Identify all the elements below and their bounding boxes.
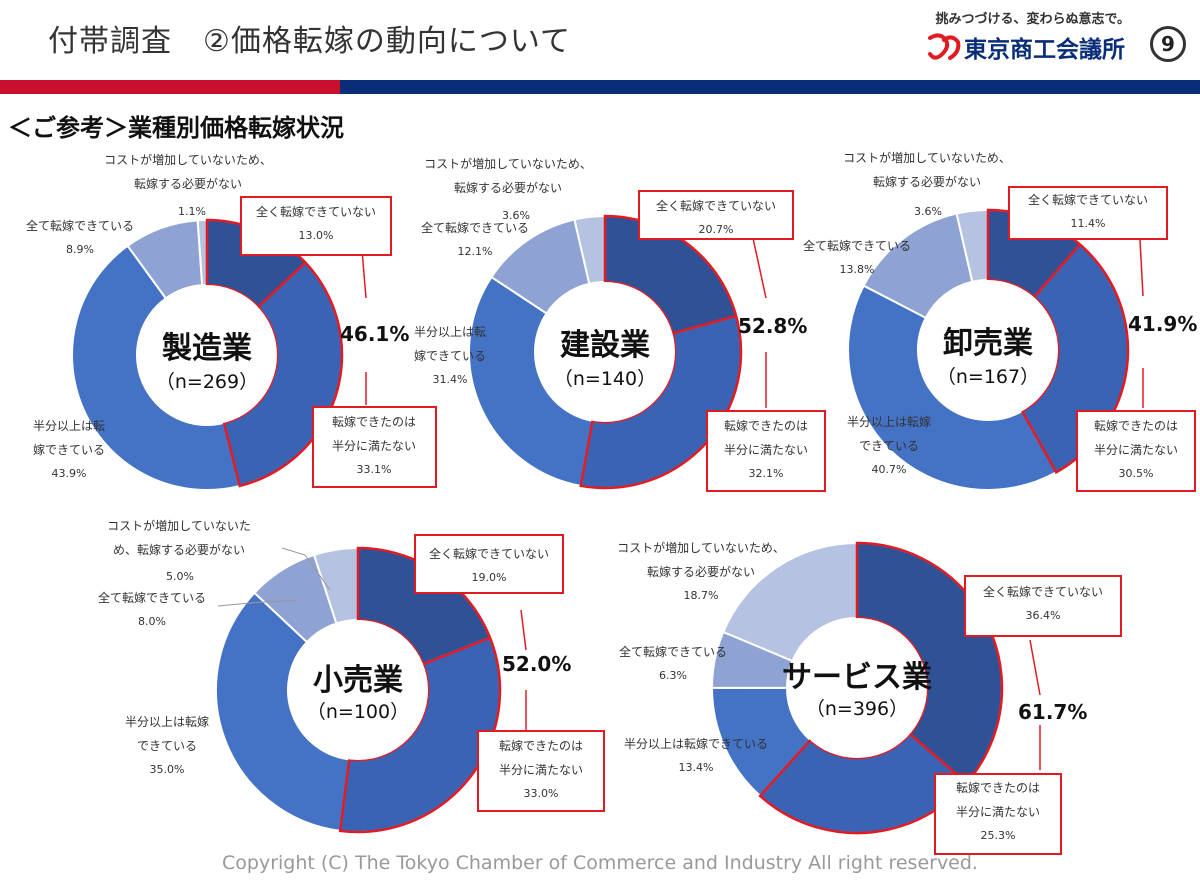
donut-hole: [288, 620, 428, 760]
highlight-box: [638, 190, 794, 240]
donut-chart-construction: 建設業 （n=140）: [468, 214, 743, 490]
data-label: 全て転嫁できている 12.1%: [420, 221, 529, 258]
highlight-box: [414, 534, 564, 594]
total-label: 61.7%: [1018, 700, 1088, 724]
highlight-box: [240, 196, 392, 256]
data-label: 3.6%: [914, 205, 942, 218]
logo-mark-icon: [928, 33, 961, 60]
tcci-logo: 東京商工会議所: [928, 33, 1125, 63]
data-label: 半分以上は転嫁 できている 40.7%: [846, 415, 931, 476]
data-label: 3.6%: [502, 209, 530, 222]
total-label: 52.0%: [502, 652, 572, 676]
leader-line: [1029, 639, 1041, 696]
data-label: コストが増加していないため、転嫁する必要がない: [424, 157, 592, 195]
highlight-box: [934, 773, 1062, 855]
data-label: 転嫁できたのは 半分に満たない 33.0%: [498, 739, 583, 800]
center-n: （n=100）: [307, 701, 409, 723]
data-label: 転嫁できたのは 半分に満たない 33.1%: [331, 415, 416, 476]
data-label: 全く転嫁できていない 11.4%: [1027, 193, 1148, 230]
data-label: 半分以上は転嫁 できている 35.0%: [124, 715, 209, 776]
data-label: 転嫁できたのは 半分に満たない 32.1%: [723, 419, 808, 480]
data-label: 全て転嫁できている 8.0%: [97, 591, 206, 628]
copyright: Copyright (C) The Tokyo Chamber of Comme…: [222, 852, 978, 874]
data-label: コストが増加していないため、転嫁する必要がない: [843, 151, 1011, 189]
page-number: 9: [1150, 26, 1186, 62]
data-label: 全く転嫁できていない 19.0%: [428, 547, 549, 584]
highlight-box: [964, 575, 1122, 637]
data-label: 転嫁できたのは 半分に満たない 30.5%: [1093, 419, 1178, 480]
data-label: 全て転嫁できている 8.9%: [25, 219, 134, 256]
data-label: 半分以上は転 嫁できている 31.4%: [413, 325, 486, 386]
total-label: 52.8%: [738, 314, 808, 338]
donut-chart-wholesale: 卸売業 （n=167）: [847, 208, 1130, 491]
header-band-blue: [340, 80, 1200, 94]
center-name: 小売業: [313, 663, 403, 698]
donut-hole: [137, 285, 277, 425]
highlight-box: [706, 410, 826, 492]
leader-line: [1139, 239, 1144, 297]
center-n: （n=396）: [806, 698, 908, 720]
data-label: 全て転嫁できている 13.8%: [802, 239, 911, 276]
data-label: 半分以上は転 嫁できている 43.9%: [32, 419, 105, 480]
highlight-box: [312, 406, 437, 488]
donut-hole: [535, 282, 675, 422]
data-label: 全く転嫁できていない 20.7%: [655, 199, 776, 236]
data-label: コストが増加していないため、 転嫁する必要がない 18.7%: [617, 541, 785, 602]
data-label: 全く転嫁できていない 13.0%: [255, 205, 376, 242]
highlight-box: [1076, 410, 1196, 492]
center-n: （n=140）: [554, 368, 656, 390]
leader-line: [361, 249, 367, 299]
data-label: 5.0%: [166, 570, 194, 583]
data-label: 半分以上は転嫁できている 13.4%: [623, 737, 768, 774]
highlight-divider: [672, 314, 737, 335]
highlight-divider: [1033, 243, 1081, 299]
highlight-divider: [257, 261, 307, 308]
header-band-red: [0, 80, 340, 94]
center-name: 建設業: [560, 328, 650, 363]
page-title: 付帯調査 ②価格転嫁の動向について: [48, 24, 571, 59]
highlight-divider: [422, 636, 491, 666]
highlight-box: [1008, 186, 1168, 240]
data-label: 1.1%: [178, 205, 206, 218]
leader-line: [520, 609, 527, 651]
donut-hole: [918, 280, 1058, 420]
highlight-box: [477, 730, 605, 812]
section-title: ＜ご参考＞業種別価格転嫁状況: [8, 114, 344, 142]
org-name: 東京商工会議所: [964, 36, 1125, 63]
data-label: コストが増加していないため、転嫁する必要がない: [104, 153, 272, 191]
donut-chart-manufacturing: 製造業 （n=269）: [71, 218, 344, 491]
donut-hole: [787, 618, 927, 758]
center-name: サービス業: [782, 660, 932, 695]
center-n: （n=269）: [156, 371, 258, 393]
data-label: 全く転嫁できていない 36.4%: [982, 585, 1103, 622]
data-label: 転嫁できたのは 半分に満たない 25.3%: [955, 781, 1040, 842]
center-n: （n=167）: [937, 366, 1039, 388]
center-name: 卸売業: [943, 326, 1033, 361]
center-name: 製造業: [162, 331, 252, 366]
data-label: コストが増加していないため、転嫁する必要がない: [107, 519, 251, 557]
data-label: 全て転嫁できている 6.3%: [618, 645, 727, 682]
total-label: 41.9%: [1128, 312, 1198, 336]
donut-chart-retail: 小売業 （n=100）: [215, 546, 502, 834]
tagline: 挑みつづける、変わらぬ意志で。: [935, 12, 1130, 27]
total-label: 46.1%: [340, 322, 410, 346]
